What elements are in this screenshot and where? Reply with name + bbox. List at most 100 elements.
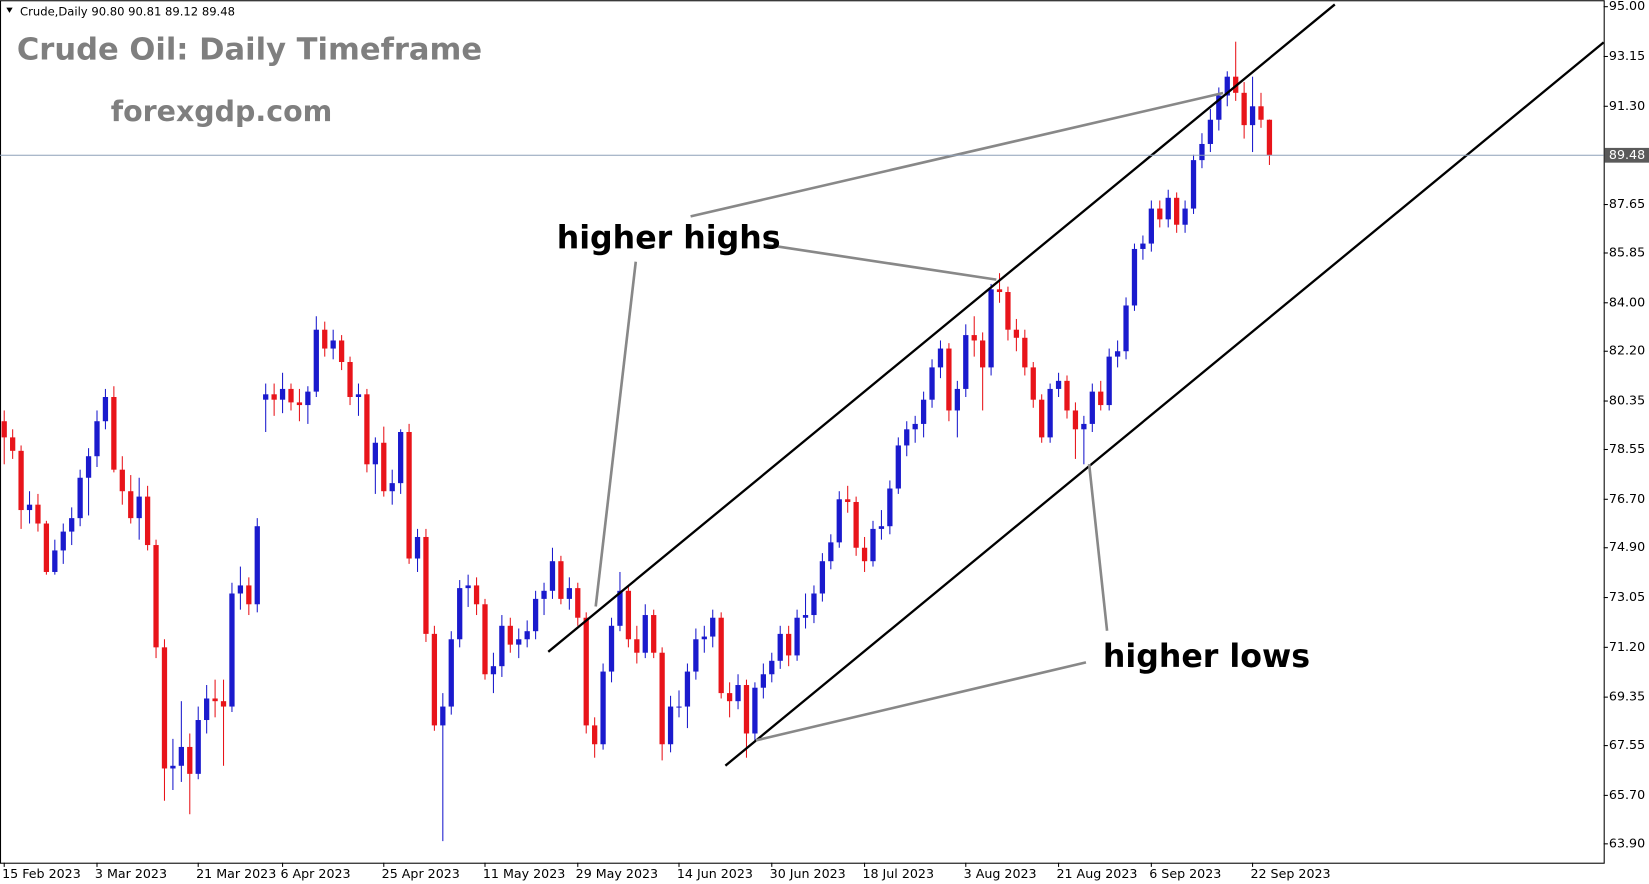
candle-body [305, 391, 311, 406]
candle-body [524, 631, 530, 640]
candle-body [1055, 380, 1062, 389]
candle-body [558, 561, 564, 599]
candle-body [929, 367, 935, 400]
x-tick-label: 11 May 2023 [483, 866, 565, 881]
x-tick-label: 30 Jun 2023 [770, 866, 846, 881]
candle-body [794, 617, 800, 656]
candle-body [1182, 208, 1188, 225]
candle-body [608, 625, 615, 672]
y-tick-label: 76.70 [1609, 491, 1645, 506]
candle-body [381, 442, 387, 492]
candle-body [1190, 160, 1197, 209]
candle-body [532, 598, 539, 632]
annotation: higher highs [557, 221, 781, 257]
candle-body [499, 625, 505, 667]
annotation-arrows [594, 91, 1224, 742]
candle-body [811, 593, 817, 616]
candle-body [338, 340, 345, 363]
candle-body [271, 394, 277, 400]
y-tick-label: 84.00 [1609, 294, 1645, 309]
y-tick-label: 78.55 [1609, 441, 1645, 456]
candle-body [769, 660, 775, 675]
candle-body [625, 590, 632, 640]
candle-body [583, 617, 589, 726]
y-tick-label: 91.30 [1609, 98, 1645, 113]
candle-body [701, 636, 707, 640]
candle-body [69, 518, 75, 532]
candle-body [1089, 391, 1095, 424]
candle-body [347, 362, 353, 398]
candle-body [372, 442, 378, 465]
candle-body [1140, 243, 1146, 249]
candle-body [237, 585, 244, 594]
candle-body [18, 450, 24, 511]
candle-body [996, 289, 1003, 293]
candle-body [288, 388, 294, 403]
candle-body [676, 706, 682, 708]
arrow [755, 661, 1087, 742]
candle-body [870, 528, 876, 562]
channel-lower [724, 41, 1605, 767]
candle-body [853, 501, 859, 548]
candle-body [1005, 292, 1011, 330]
x-tick-label: 3 Aug 2023 [964, 866, 1037, 881]
candle-body [60, 531, 66, 551]
candle-body [52, 550, 58, 572]
candle-body [836, 499, 842, 543]
candle-body [777, 633, 783, 661]
y-tick-label: 65.70 [1609, 787, 1645, 802]
candle-body [1174, 197, 1180, 225]
chart-subtitle: forexgdp.com [111, 95, 333, 128]
candle-body [971, 335, 977, 341]
candle-body [482, 604, 488, 675]
candle-body [878, 526, 885, 529]
y-tick-label: 93.15 [1609, 48, 1645, 63]
x-tick-label: 14 Jun 2023 [677, 866, 753, 881]
arrow [766, 243, 997, 281]
candle-body [904, 429, 910, 446]
candle-body [1064, 380, 1070, 411]
candle-body [1148, 208, 1154, 244]
candle-body [1106, 356, 1112, 406]
candle-body [566, 588, 572, 599]
candle-body [263, 394, 269, 400]
candle-body [541, 590, 547, 599]
candle-body [322, 329, 328, 349]
candle-body [119, 469, 125, 492]
candle-body [1165, 197, 1171, 220]
candle-body [296, 402, 303, 406]
candle-body [170, 765, 176, 769]
candle-body [1, 421, 7, 438]
candle-body [465, 585, 471, 589]
candle-body [1224, 76, 1230, 96]
candle-body [1022, 337, 1028, 368]
x-tick-label: 3 Mar 2023 [95, 866, 167, 881]
candle-body [693, 639, 699, 672]
candle-body [313, 329, 319, 392]
candle-body [440, 706, 446, 726]
candle-body [94, 421, 100, 457]
y-tick-label: 85.85 [1609, 244, 1645, 259]
candle-body [153, 545, 159, 648]
candle-body [980, 340, 986, 368]
candle-body [195, 720, 201, 774]
candle-body [448, 639, 454, 707]
candle-body [1123, 305, 1129, 352]
candle-body [1216, 95, 1222, 120]
y-tick-label: 73.05 [1609, 589, 1645, 604]
candle-body [77, 477, 83, 519]
candle-body [1098, 391, 1104, 406]
header-icon [6, 7, 13, 13]
candle-body [254, 526, 260, 605]
candle-body [895, 445, 901, 489]
arrow [594, 261, 638, 607]
candle-body [954, 388, 960, 411]
candle-body [35, 504, 41, 524]
candle-body [659, 652, 665, 745]
candle-body [1131, 248, 1138, 306]
arrow [1087, 464, 1109, 631]
x-tick-label: 22 Sep 2023 [1250, 866, 1330, 881]
y-tick-label: 95.00 [1609, 0, 1645, 13]
plot-frame [0, 0, 1605, 864]
